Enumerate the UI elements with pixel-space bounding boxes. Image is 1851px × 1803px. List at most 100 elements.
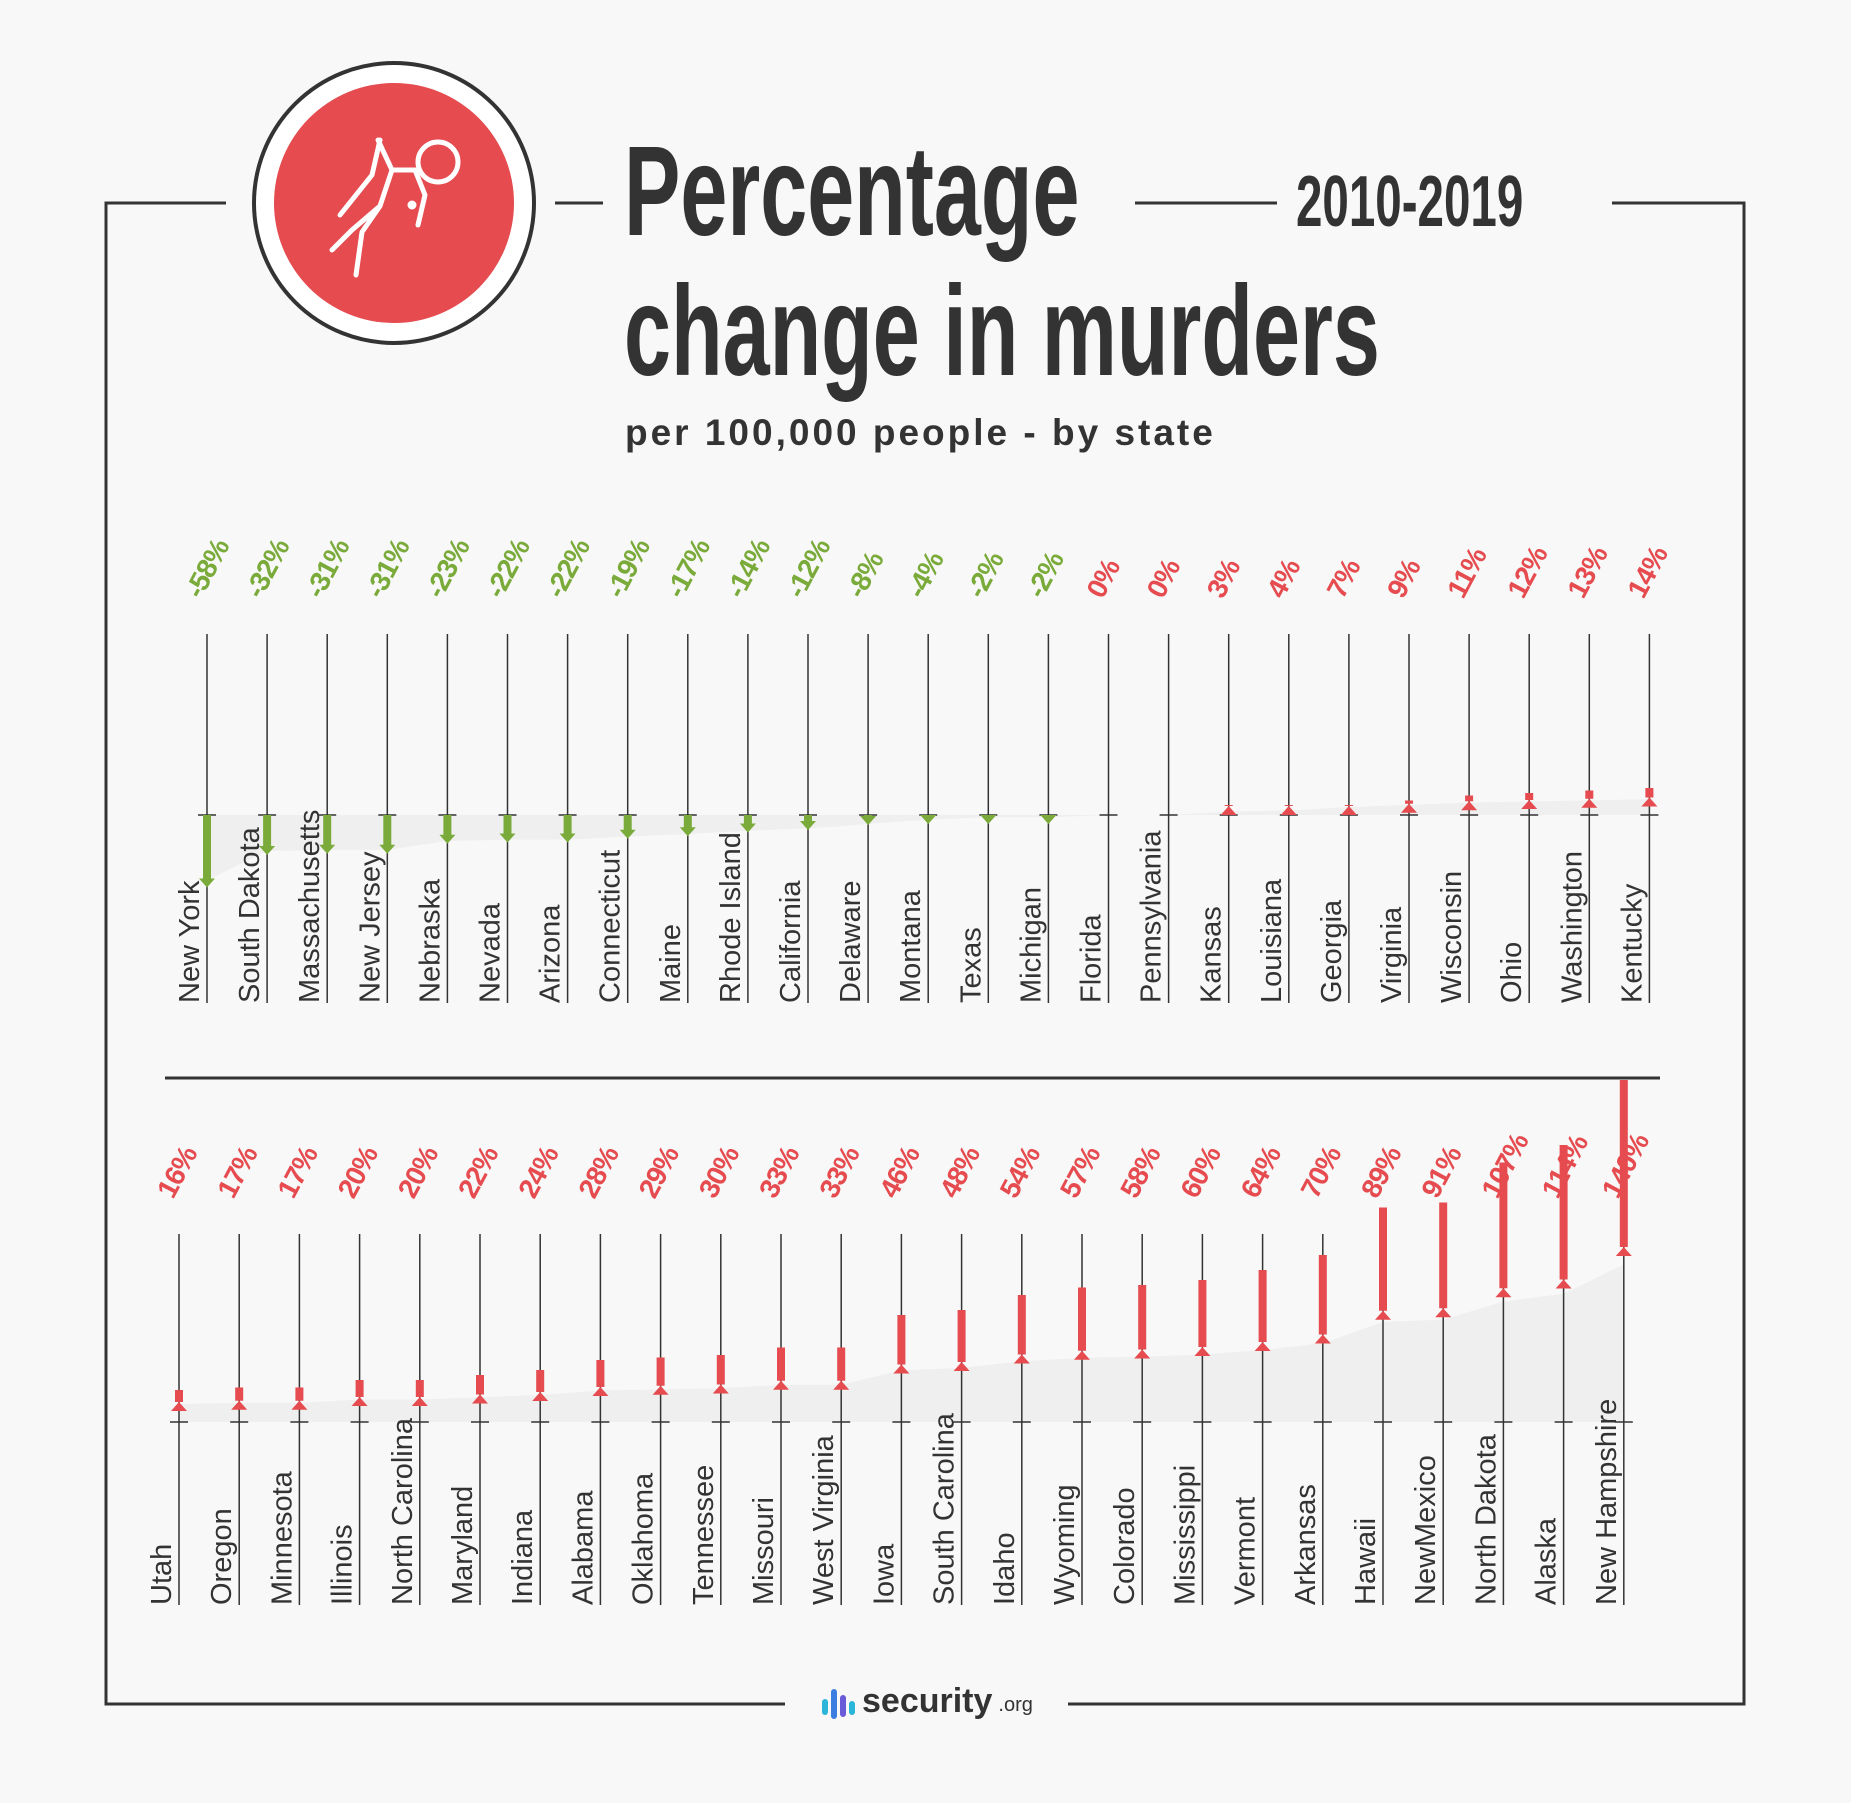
arrow-down-icon [860,816,877,825]
state-label: Arkansas [1290,1484,1322,1605]
bar [683,815,692,829]
bar [175,1390,183,1402]
bar [476,1375,484,1395]
arrow-up-icon [773,1380,789,1390]
arrow-up-icon [1194,1347,1211,1356]
bar [1585,790,1594,799]
arrow-up-icon [1615,1247,1632,1256]
arrow-up-icon [1461,801,1478,811]
state-label: North Dakota [1470,1433,1502,1605]
value-label: 33% [813,1140,866,1202]
brand-name: security [862,1682,993,1720]
bar [203,815,211,880]
state-label: Arizona [535,904,567,1003]
value-label: -23% [419,533,476,603]
arrow-down-icon [259,846,276,855]
arrow-up-icon [291,1400,308,1410]
state-label: New York [174,880,206,1003]
arrow-down-icon [559,833,576,843]
arrow-up-icon [532,1392,549,1401]
value-label: -14% [720,533,777,603]
arrow-up-icon [712,1384,729,1394]
arrow-down-icon [319,844,336,854]
bar [443,815,452,836]
bar [777,1347,785,1381]
value-label: 57% [1054,1140,1107,1202]
state-label: Missouri [748,1497,780,1605]
value-label: 91% [1415,1140,1468,1202]
value-label: 4% [1261,553,1307,602]
value-label: -31% [359,533,416,603]
arrow-down-icon [619,829,636,839]
state-label: Idaho [989,1532,1021,1605]
bar [656,1357,665,1386]
bar [503,815,512,835]
value-label: 22% [452,1140,505,1202]
state-label: Texas [955,927,987,1003]
arrow-down-icon [920,815,937,824]
value-label: 20% [392,1140,445,1202]
value-label: 17% [271,1140,324,1202]
value-label: -8% [840,546,890,603]
bar [1405,800,1413,804]
bar [1499,1162,1508,1289]
state-label: Maryland [447,1486,479,1605]
value-label: -19% [600,533,657,603]
bar [1645,788,1654,798]
arrow-up-icon [1220,806,1237,815]
bar [295,1387,304,1401]
state-label: Montana [895,889,927,1003]
arrow-up-icon [1375,1310,1391,1320]
arrow-down-icon [1040,815,1057,824]
value-label: 9% [1381,553,1427,602]
value-label: 140% [1596,1128,1656,1203]
state-label: Mississippi [1169,1465,1201,1605]
value-label: 3% [1201,553,1247,602]
value-label: 70% [1295,1140,1348,1202]
value-label: -2% [960,546,1010,603]
value-label: 64% [1235,1140,1288,1202]
arrow-up-icon [1340,806,1357,815]
arrow-up-icon [411,1397,428,1406]
state-label: Utah [146,1544,178,1605]
arrow-up-icon [231,1400,248,1410]
bar [536,1370,545,1392]
bar [1465,795,1474,802]
value-label: -12% [780,533,837,603]
state-label: Massachusetts [294,810,326,1003]
arrow-up-icon [1134,1349,1151,1359]
value-label: 0% [1080,553,1126,602]
state-label: Alabama [567,1490,599,1605]
value-label: -22% [479,533,536,603]
state-label: NewMexico [1410,1455,1442,1605]
arrow-up-icon [1521,800,1538,809]
state-label: Kentucky [1616,883,1648,1003]
state-label: New Jersey [354,851,386,1003]
bar [1619,1080,1628,1247]
value-label: -4% [900,546,950,603]
arrow-up-icon [652,1385,669,1395]
arrow-up-icon [1074,1350,1090,1360]
bar [1258,1270,1267,1342]
bar [1439,1202,1448,1309]
value-label: 13% [1561,540,1614,602]
value-label: 28% [572,1140,625,1202]
state-label: Tennessee [688,1465,720,1605]
state-label: Georgia [1316,899,1348,1003]
value-label: 33% [753,1140,806,1202]
arrow-down-icon [800,821,816,830]
bar [263,815,272,847]
bar [1224,805,1233,806]
arrow-up-icon [592,1387,609,1396]
arrow-up-icon [1254,1342,1271,1351]
bar [623,815,632,831]
bar [897,1315,906,1365]
value-label: -58% [179,533,236,603]
state-label: California [775,880,807,1003]
arrow-down-icon [679,827,696,837]
bar [1138,1285,1147,1350]
value-label: 7% [1321,553,1367,602]
footer-logo[interactable]: security .org [820,1682,1033,1721]
bar [1318,1255,1327,1335]
bar [804,815,812,822]
